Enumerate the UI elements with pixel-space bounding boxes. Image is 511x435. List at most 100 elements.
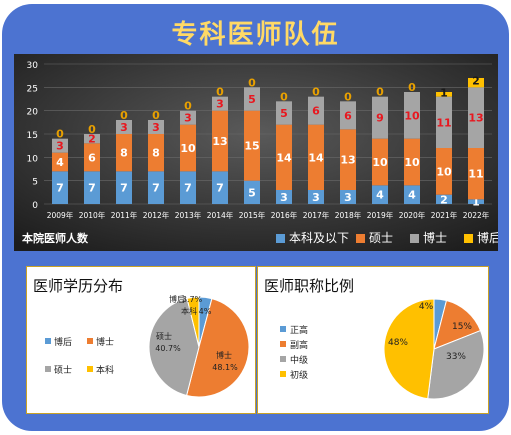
legend-label: 副高 bbox=[290, 339, 308, 351]
bar-segment bbox=[340, 190, 356, 204]
pie-data-label: 15% bbox=[452, 322, 472, 332]
y-tick-label: 10 bbox=[27, 154, 39, 164]
data-label: 2 bbox=[88, 133, 96, 146]
data-label: 0 bbox=[184, 100, 192, 113]
legend-swatch bbox=[87, 338, 93, 344]
title-pie-panel: 医师职称比例 4% 15% 33% 48% 正高 副高 中级 初级 bbox=[257, 266, 489, 414]
data-label: 5 bbox=[280, 107, 288, 120]
pie-data-label: 4% bbox=[199, 307, 212, 316]
x-tick-label: 2022年 bbox=[463, 210, 490, 220]
data-label: 4 bbox=[56, 156, 64, 169]
bar-segment bbox=[212, 171, 228, 204]
legend-swatch bbox=[45, 366, 51, 372]
pie-data-label: 3.7% bbox=[182, 295, 203, 304]
legend-swatch bbox=[276, 234, 285, 243]
bar-segment bbox=[84, 143, 100, 172]
data-label: 0 bbox=[408, 81, 416, 94]
y-tick-label: 15 bbox=[27, 131, 38, 141]
data-label: 5 bbox=[248, 186, 256, 199]
bar-segment bbox=[436, 194, 452, 204]
data-label: 10 bbox=[372, 156, 388, 169]
data-label: 13 bbox=[468, 112, 483, 125]
bar-segment bbox=[372, 138, 388, 186]
legend-label: 本科及以下 bbox=[289, 231, 349, 245]
legend-label: 博后 bbox=[54, 336, 72, 348]
bar-segment bbox=[340, 101, 356, 130]
x-tick-label: 2013年 bbox=[175, 210, 202, 220]
bar-segment bbox=[372, 96, 388, 139]
bar-segment bbox=[308, 124, 324, 190]
x-tick-label: 2018年 bbox=[335, 210, 362, 220]
page-title: 专科医师队伍 bbox=[171, 20, 340, 50]
bar-segment bbox=[52, 138, 68, 153]
bar-segment bbox=[116, 134, 132, 172]
bar-segment bbox=[468, 87, 484, 148]
pie-slice bbox=[148, 297, 200, 397]
bar-segment bbox=[244, 180, 260, 204]
data-label: 6 bbox=[344, 109, 352, 122]
data-label: 0 bbox=[312, 86, 320, 99]
data-label: 0 bbox=[248, 76, 256, 89]
x-tick-label: 2015年 bbox=[239, 210, 266, 220]
bar-segment bbox=[308, 96, 324, 125]
data-label: 13 bbox=[340, 154, 355, 167]
data-label: 10 bbox=[436, 165, 452, 178]
chart-title: 本院医师人数 bbox=[22, 231, 89, 245]
pie-slice bbox=[383, 298, 435, 400]
data-label: 10 bbox=[180, 142, 196, 155]
data-label: 6 bbox=[88, 151, 96, 164]
legend-swatch bbox=[356, 234, 365, 243]
data-label: 1 bbox=[440, 86, 448, 99]
data-label: 14 bbox=[308, 151, 324, 164]
education-pie-panel: 医师学历分布 博后 3.7% 博士 48.1% 硕士 40.7% 本科 4% 博后 博士 硕士 本科 bbox=[26, 266, 256, 414]
data-label: 3 bbox=[152, 121, 160, 134]
title-pie-title: 医师职称比例 bbox=[264, 277, 355, 295]
data-label: 13 bbox=[212, 135, 227, 148]
bar-segment bbox=[404, 92, 420, 139]
pie-data-label: 硕士 bbox=[156, 331, 172, 341]
data-label: 0 bbox=[216, 86, 224, 99]
data-label: 7 bbox=[152, 182, 160, 195]
data-label: 1 bbox=[472, 196, 480, 209]
data-label: 3 bbox=[344, 191, 352, 204]
legend-label: 硕士 bbox=[54, 364, 72, 376]
legend-swatch bbox=[87, 366, 93, 372]
x-tick-label: 2016年 bbox=[271, 210, 298, 220]
bar-segment bbox=[212, 96, 228, 111]
x-tick-label: 2012年 bbox=[143, 210, 170, 220]
legend-swatch bbox=[280, 341, 286, 347]
bar-segment bbox=[84, 171, 100, 204]
bar-segment bbox=[180, 110, 196, 125]
x-tick-label: 2011年 bbox=[111, 210, 138, 220]
bar-segment bbox=[276, 101, 292, 125]
x-tick-label: 2021年 bbox=[431, 210, 458, 220]
pie-data-label: 博士 bbox=[216, 350, 232, 360]
legend-label: 本科 bbox=[96, 364, 114, 376]
data-label: 2 bbox=[440, 193, 448, 206]
bar-segment bbox=[468, 199, 484, 204]
legend-label: 硕士 bbox=[369, 231, 393, 245]
pie-slice bbox=[186, 296, 200, 348]
legend-label: 初级 bbox=[290, 369, 308, 381]
y-tick-label: 30 bbox=[27, 61, 39, 71]
pie-data-label: 4% bbox=[419, 302, 434, 312]
data-label: 10 bbox=[404, 109, 420, 122]
data-label: 10 bbox=[404, 156, 420, 169]
y-tick-label: 25 bbox=[27, 84, 38, 94]
data-label: 3 bbox=[216, 98, 224, 111]
pie-data-label: 48% bbox=[388, 338, 408, 348]
x-tick-label: 2020年 bbox=[399, 210, 426, 220]
pie-data-label: 本科 bbox=[181, 306, 197, 316]
data-label: 15 bbox=[244, 140, 259, 153]
bar-segment bbox=[148, 120, 164, 134]
legend-swatch bbox=[410, 234, 419, 243]
legend-label: 正高 bbox=[290, 324, 308, 336]
pie-data-label: 33% bbox=[446, 352, 466, 362]
bar-segment bbox=[52, 152, 68, 172]
bar-segment bbox=[244, 110, 260, 181]
legend-swatch bbox=[464, 234, 473, 243]
data-label: 14 bbox=[276, 151, 292, 164]
